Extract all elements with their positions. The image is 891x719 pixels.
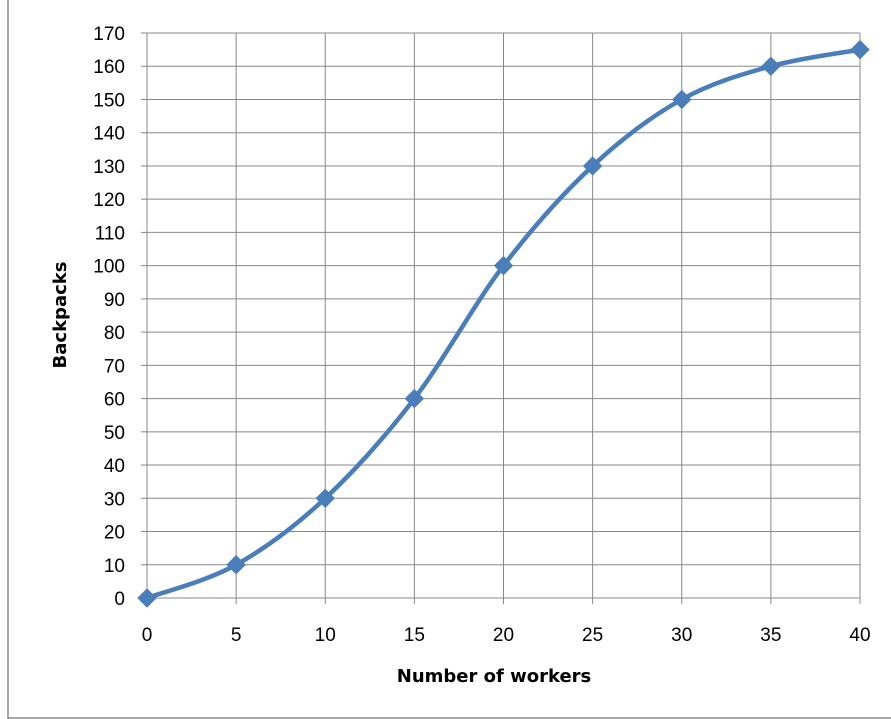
y-tick-labels: 0 10 20 30 40 50 60 70 80 90 100 110 120 130 140 150 160… bbox=[93, 24, 125, 610]
y-tick-label: 30 bbox=[104, 489, 125, 510]
y-tick-label: 150 bbox=[93, 90, 125, 111]
y-tick-label: 160 bbox=[93, 57, 125, 78]
x-tick-label: 30 bbox=[671, 625, 692, 646]
y-tick-label: 40 bbox=[104, 456, 125, 477]
y-tick-label: 0 bbox=[114, 589, 125, 610]
y-tick-label: 100 bbox=[93, 257, 125, 278]
y-tick-label: 70 bbox=[104, 356, 125, 377]
data-point-marker bbox=[850, 39, 870, 60]
y-tick-label: 110 bbox=[95, 223, 125, 244]
x-tick-labels: 0 5 10 15 20 25 30 35 40 bbox=[142, 625, 871, 646]
y-tick-label: 80 bbox=[104, 323, 125, 344]
data-point-marker bbox=[672, 89, 692, 110]
y-tick-label: 140 bbox=[93, 124, 125, 145]
y-tick-label: 120 bbox=[93, 190, 125, 211]
data-point-marker bbox=[582, 156, 603, 176]
data-point-marker bbox=[761, 56, 781, 76]
data-point-marker bbox=[137, 588, 157, 608]
x-tick-label: 25 bbox=[582, 625, 603, 646]
x-tick-label: 40 bbox=[849, 625, 870, 646]
grid-lines bbox=[141, 32, 861, 604]
data-markers bbox=[137, 39, 870, 608]
x-axis-title: Number of workers bbox=[397, 666, 592, 687]
data-point-marker bbox=[226, 555, 246, 575]
x-tick-label: 20 bbox=[493, 625, 514, 646]
x-tick-label: 5 bbox=[231, 625, 242, 646]
y-tick-label: 170 bbox=[93, 24, 125, 45]
x-tick-label: 0 bbox=[142, 625, 153, 646]
x-tick-label: 35 bbox=[760, 625, 781, 646]
x-tick-label: 10 bbox=[315, 625, 336, 646]
y-tick-label: 130 bbox=[93, 157, 125, 178]
y-axis-title: Backpacks bbox=[50, 262, 71, 369]
y-tick-label: 20 bbox=[104, 523, 125, 544]
y-tick-label: 10 bbox=[104, 556, 125, 577]
data-point-marker bbox=[315, 488, 335, 509]
y-tick-label: 90 bbox=[104, 290, 125, 311]
x-tick-label: 15 bbox=[404, 625, 425, 646]
y-tick-label: 50 bbox=[104, 423, 125, 444]
data-point-marker bbox=[493, 255, 514, 276]
data-point-marker bbox=[404, 388, 425, 409]
y-tick-label: 60 bbox=[104, 390, 125, 411]
